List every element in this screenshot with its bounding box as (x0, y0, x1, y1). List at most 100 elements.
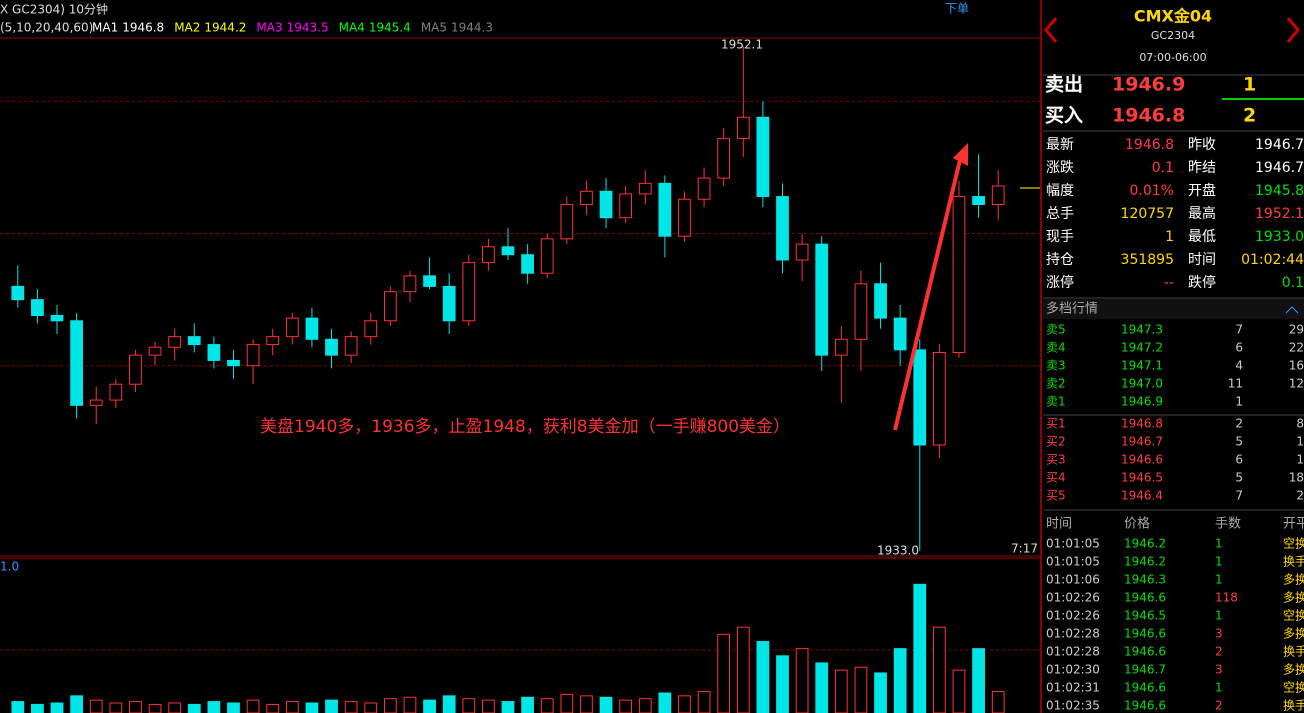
ma-value: 1945.4 (369, 21, 411, 35)
candle-body (364, 320, 378, 338)
stat-label: 昨结 (1188, 160, 1216, 176)
candle-body (462, 262, 476, 322)
bid-label: 买入 (1045, 105, 1083, 127)
candle-body (383, 291, 397, 322)
trade-cell: 1 (1215, 537, 1223, 551)
trade-cell: 01:01:06 (1046, 573, 1100, 587)
volume-bar (560, 693, 574, 713)
volume-bar (756, 641, 770, 713)
bids-cell: 买3 (1046, 453, 1066, 467)
candle-body (658, 182, 672, 237)
volume-bar (619, 699, 633, 713)
asks-cell: 卖3 (1046, 359, 1066, 373)
volume-bar (266, 703, 280, 713)
asks-cell: 1946.9 (1121, 395, 1163, 409)
trade-header: 价格 (1124, 516, 1150, 532)
ma-params: (5,10,20,40,60) (0, 21, 93, 35)
asks-cell: 4 (1235, 359, 1243, 373)
asks-cell: 12 (1289, 377, 1304, 391)
chart-header: X GC2304) 10分钟 (0, 2, 108, 17)
candle-body (874, 283, 887, 319)
volume-bar (227, 702, 240, 713)
candle-body (893, 317, 907, 351)
trade-header: 时间 (1046, 517, 1072, 532)
bids-cell: 1946.4 (1121, 489, 1163, 503)
bids-cell: 买5 (1046, 489, 1066, 503)
volume-bar (678, 695, 691, 713)
volume-bar (501, 701, 515, 713)
asks-cell: 卖5 (1046, 323, 1066, 337)
stat-label: 涨停 (1046, 274, 1074, 291)
candle-body (305, 317, 319, 340)
volume-bar (815, 662, 829, 713)
collapse-icon[interactable] (1285, 306, 1299, 314)
volume-bar (423, 699, 436, 713)
bids-cell: 5 (1235, 435, 1243, 449)
trade-cell: 多换 (1283, 573, 1304, 587)
volume-bar (658, 692, 672, 713)
ask-qty: 1 (1243, 74, 1256, 96)
candle-body (423, 275, 436, 287)
candle-body (482, 246, 495, 264)
ma-name: MA3 (256, 21, 282, 35)
candle-body (266, 336, 280, 346)
stat-label: 总手 (1046, 206, 1074, 222)
candle-body (736, 116, 750, 139)
stat-label: 开盘 (1188, 182, 1216, 199)
trade-cell: 1946.6 (1124, 699, 1166, 713)
stat-value: 120757 (1121, 206, 1174, 222)
trade-cell: 多换 (1283, 627, 1304, 641)
trade-cell: 3 (1215, 627, 1223, 641)
stat-label: 最新 (1046, 137, 1074, 153)
trade-cell: 01:02:30 (1046, 663, 1100, 677)
trade-cell: 01:02:35 (1046, 699, 1100, 713)
quote-code: GC2304 (1151, 29, 1195, 42)
stat-value: 1 (1165, 229, 1174, 245)
trade-cell: 多换 (1283, 663, 1304, 677)
ma-name: MA2 (174, 21, 200, 35)
volume-bar (207, 701, 221, 713)
volume-bar (795, 648, 809, 713)
bids-cell: 买4 (1046, 471, 1066, 485)
volume-bar (246, 699, 260, 713)
ma-value: 1943.5 (287, 21, 329, 35)
ma-value: 1944.3 (451, 21, 493, 35)
depth-header (1043, 299, 1304, 319)
asks-cell: 卖2 (1046, 377, 1066, 391)
stat-label: 现手 (1046, 229, 1074, 245)
trade-cell: 1 (1215, 681, 1223, 695)
volume-bar (893, 648, 907, 713)
candle-body (442, 285, 456, 322)
bids-cell: 6 (1235, 453, 1243, 467)
volume-bar (521, 696, 534, 713)
candle-body (246, 344, 260, 367)
nav-arrows[interactable] (1044, 17, 1300, 43)
trade-cell: 1 (1215, 573, 1223, 587)
stat-value: 1946.7 (1255, 160, 1304, 176)
stat-value: 1946.7 (1255, 137, 1304, 153)
trade-cell: 01:02:26 (1046, 609, 1100, 623)
stat-value: 1946.8 (1125, 137, 1174, 153)
candle-body (89, 399, 103, 406)
candle-body (580, 190, 593, 206)
volume-bar (736, 626, 750, 713)
stat-label: 幅度 (1046, 183, 1074, 199)
asks-cell: 1947.2 (1121, 341, 1163, 355)
trade-cell: 1946.6 (1124, 627, 1166, 641)
bids-cell: 1 (1296, 453, 1304, 467)
volume-bar (344, 701, 358, 713)
volume-bar (874, 672, 887, 713)
ma-name: MA5 (421, 21, 447, 35)
stat-value: 0.1 (1282, 275, 1304, 291)
candle-body (795, 243, 809, 261)
bids-cell: 买1 (1046, 417, 1066, 431)
stat-label: 持仓 (1046, 252, 1074, 268)
trade-cell: 换手 (1283, 645, 1304, 659)
volume-bar (403, 696, 417, 713)
candle-body (70, 320, 84, 406)
asks-cell: 1947.3 (1121, 323, 1163, 337)
trade-cell: 1 (1215, 555, 1223, 569)
